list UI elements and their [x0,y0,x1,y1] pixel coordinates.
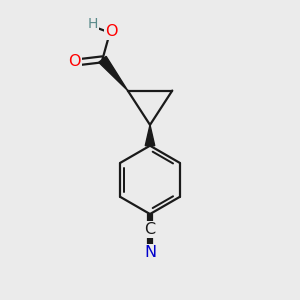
Text: O: O [105,24,118,39]
Polygon shape [145,125,155,146]
Text: C: C [144,222,156,237]
Polygon shape [99,56,128,91]
Text: H: H [88,17,98,31]
Text: O: O [69,54,81,69]
Text: N: N [144,245,156,260]
